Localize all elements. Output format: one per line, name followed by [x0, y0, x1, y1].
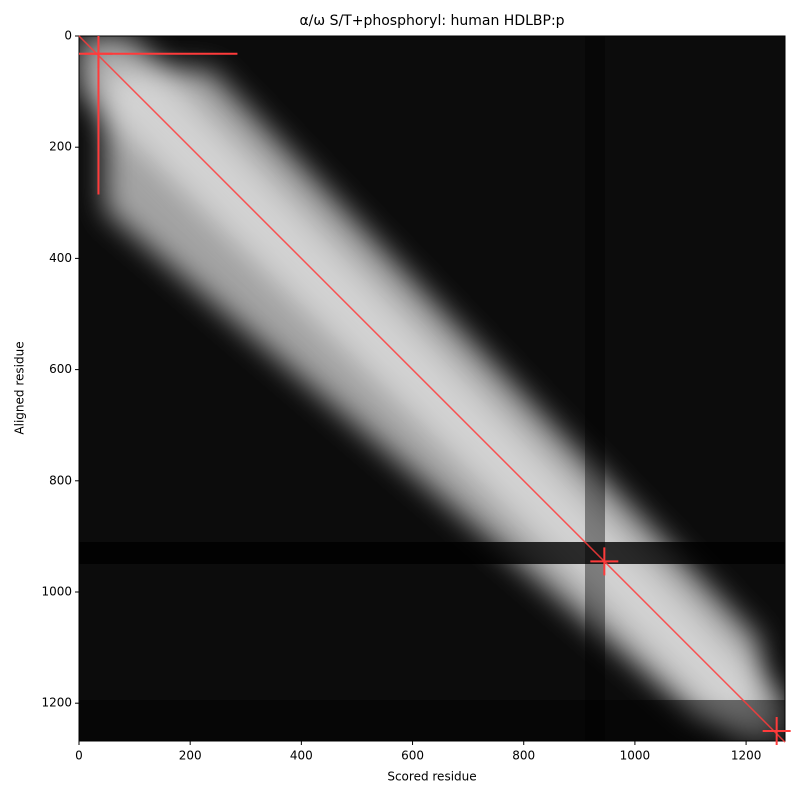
y-tick-label: 1200: [41, 696, 72, 710]
marker-cross: [762, 716, 791, 745]
x-tick-label: 400: [290, 749, 313, 763]
x-tick-label: 1200: [731, 749, 762, 763]
marker-cross: [84, 39, 113, 68]
y-tick-label: 600: [49, 362, 72, 376]
y-tick-label: 1000: [41, 584, 72, 598]
x-axis-label: Scored residue: [387, 770, 476, 784]
plot-frame: [78, 35, 786, 742]
x-tick-label: 1000: [620, 749, 651, 763]
x-tick-label: 200: [179, 749, 202, 763]
x-tick-label: 0: [75, 749, 83, 763]
y-axis-label: Aligned residue: [13, 341, 27, 434]
chart-title: α/ω S/T+phosphoryl: human HDLBP:p: [299, 13, 564, 29]
y-tick-label: 400: [49, 251, 72, 265]
diagonal-line: [78, 35, 786, 743]
y-tick-label: 0: [64, 29, 72, 43]
y-tick-label: 200: [49, 140, 72, 154]
x-tick-label: 600: [401, 749, 424, 763]
marker-cross: [590, 547, 619, 576]
y-tick-label: 800: [49, 473, 72, 487]
x-tick-label: 800: [512, 749, 535, 763]
